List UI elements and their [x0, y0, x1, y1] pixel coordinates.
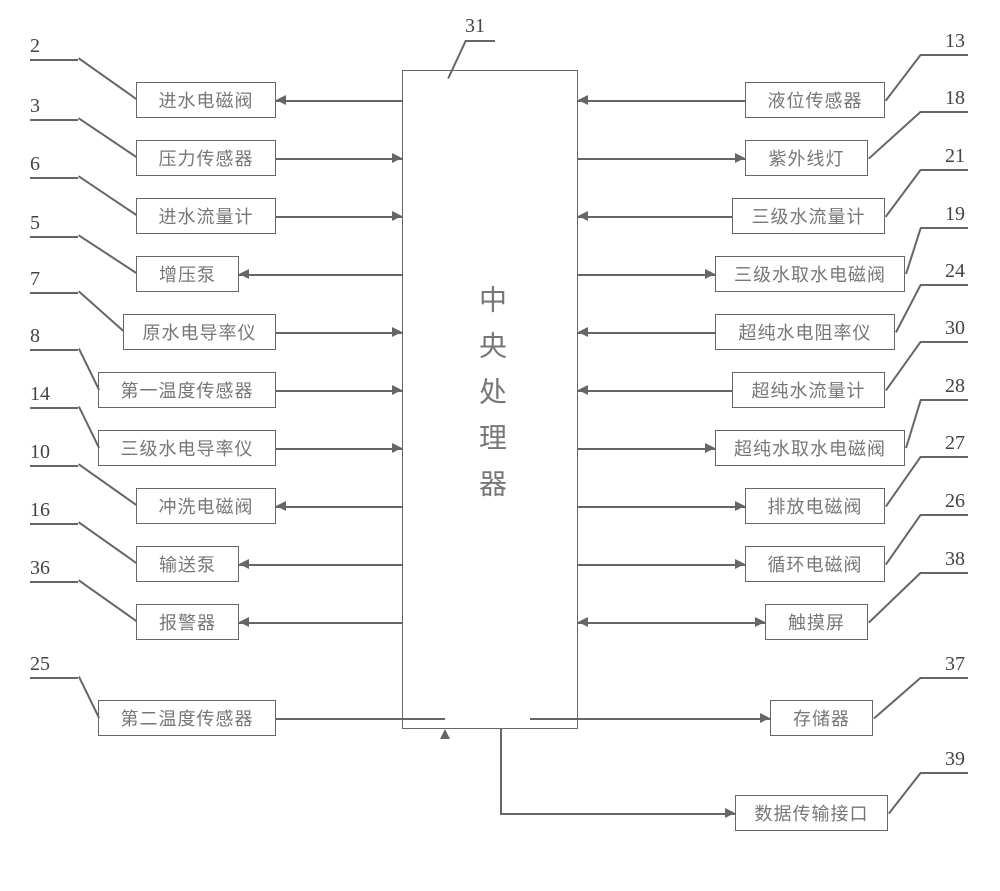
right-box-26: 循环电磁阀 [745, 546, 885, 582]
right-box-19: 三级水取水电磁阀 [715, 256, 905, 292]
left-box-7: 原水电导率仪 [123, 314, 276, 350]
right-box-27: 排放电磁阀 [745, 488, 885, 524]
left-box-3: 压力传感器 [136, 140, 276, 176]
system-block-diagram: 中央处理器31进水电磁阀2压力传感器3进水流量计6增压泵5原水电导率仪7第一温度… [0, 0, 1000, 891]
bottom-right-box-37: 存储器 [770, 700, 873, 736]
left-box-2: 进水电磁阀 [136, 82, 276, 118]
left-box-14: 三级水电导率仪 [98, 430, 276, 466]
bottom-right-box-39: 数据传输接口 [735, 795, 888, 831]
left-box-8: 第一温度传感器 [98, 372, 276, 408]
left-box-5: 增压泵 [136, 256, 239, 292]
right-box-18: 紫外线灯 [745, 140, 868, 176]
right-box-38: 触摸屏 [765, 604, 868, 640]
central-processor-box: 中央处理器 [402, 70, 578, 729]
right-box-13: 液位传感器 [745, 82, 885, 118]
right-box-21: 三级水流量计 [732, 198, 885, 234]
right-box-30: 超纯水流量计 [732, 372, 885, 408]
central-processor-label: 中央处理器 [470, 285, 510, 515]
bottom-left-box-25: 第二温度传感器 [98, 700, 276, 736]
left-box-16: 输送泵 [136, 546, 239, 582]
left-box-6: 进水流量计 [136, 198, 276, 234]
left-box-10: 冲洗电磁阀 [136, 488, 276, 524]
left-box-36: 报警器 [136, 604, 239, 640]
right-box-28: 超纯水取水电磁阀 [715, 430, 905, 466]
right-box-24: 超纯水电阻率仪 [715, 314, 895, 350]
